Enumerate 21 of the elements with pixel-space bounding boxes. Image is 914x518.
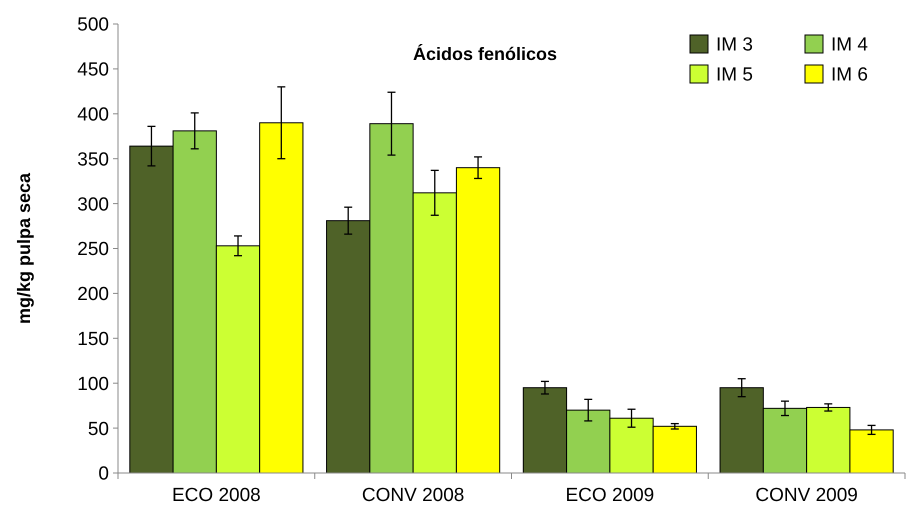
x-tick-label: ECO 2008 [172,485,261,506]
y-tick-label: 100 [77,374,109,395]
y-tick-label: 200 [77,284,109,306]
legend-label: IM 5 [716,64,753,86]
x-tick-label: CONV 2009 [755,485,858,506]
y-tick-label: 450 [77,60,109,81]
y-tick-label: 50 [88,418,109,440]
y-axis-title: mg/kg pulpa seca [14,172,34,324]
text: Ácidos fenólicos [412,44,558,64]
legend-label: IM 4 [831,34,868,56]
y-tick-label: 150 [77,328,109,350]
y-tick-label: 0 [98,464,109,485]
y-tick-label: 500 [77,14,109,36]
y-tick-label: 400 [77,104,109,126]
y-tick-label: 250 [77,239,109,260]
legend-label: IM 6 [831,64,868,86]
legend-label: IM 3 [716,34,753,56]
y-tick-label: 300 [77,194,109,216]
x-tick-label: ECO 2009 [566,485,654,506]
y-tick-label: 350 [77,149,109,170]
x-tick-label: CONV 2008 [362,485,464,506]
